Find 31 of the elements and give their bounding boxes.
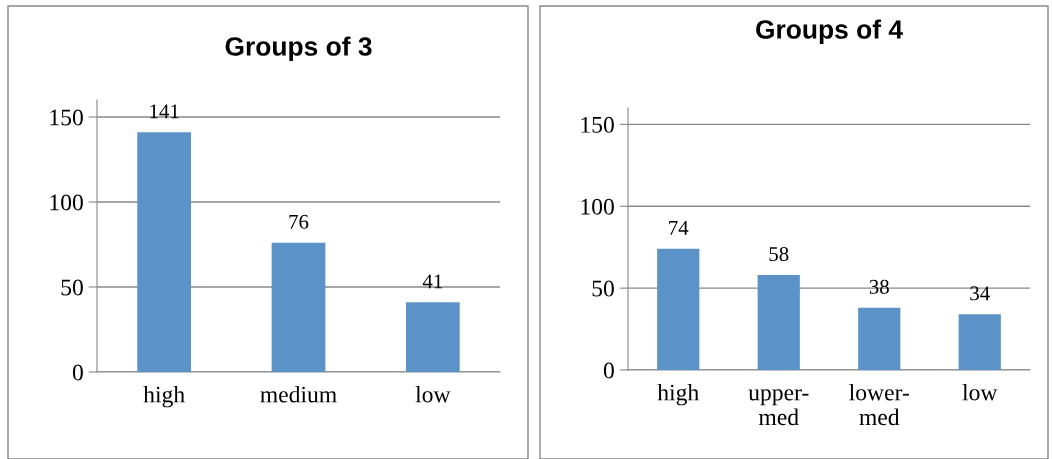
x-tick-label: upper- med (748, 389, 809, 426)
y-tick-label: 0 (603, 362, 614, 379)
data-label: 38 (869, 279, 889, 294)
bar (405, 302, 460, 372)
y-tick-label: 50 (61, 279, 83, 296)
x-tick-label: low (415, 385, 451, 403)
bar (657, 248, 700, 370)
y-tick-label: 100 (581, 198, 614, 215)
data-label: 58 (769, 247, 789, 262)
bar (958, 314, 1001, 370)
x-tick-label: high (657, 383, 699, 406)
x-tick-label: medium (260, 385, 337, 403)
data-label: 34 (970, 286, 990, 301)
y-tick-label: 100 (50, 194, 83, 211)
data-label: 141 (150, 104, 179, 119)
bar (757, 275, 800, 370)
x-tick-label: lower- med (849, 383, 909, 426)
bar (271, 242, 326, 372)
data-label: 76 (289, 214, 309, 229)
chart-title: Groups of 4 (756, 19, 903, 45)
bar (137, 132, 192, 372)
y-tick-label: 150 (581, 116, 614, 133)
data-label: 41 (422, 274, 442, 289)
bar (858, 307, 901, 370)
y-tick-label: 50 (592, 280, 614, 297)
x-tick-label: high (143, 385, 185, 408)
y-tick-label: 0 (72, 364, 83, 381)
chart-title: Groups of 3 (225, 36, 372, 62)
data-label: 74 (669, 220, 689, 235)
y-tick-label: 150 (50, 109, 83, 126)
x-tick-label: low (962, 383, 998, 401)
